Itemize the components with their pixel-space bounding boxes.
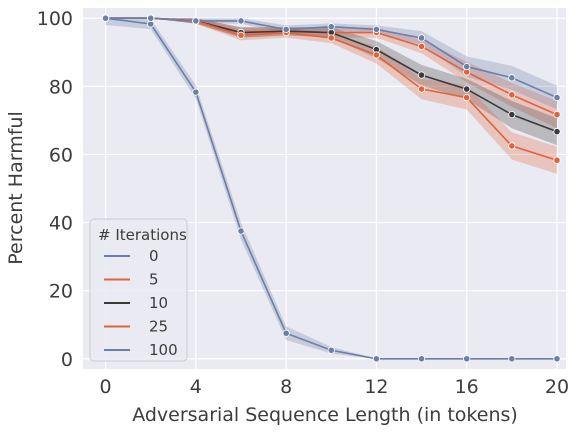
data-point-5 <box>508 91 516 99</box>
x-tick-label: 12 <box>364 376 388 398</box>
y-tick-label: 20 <box>49 281 73 303</box>
data-point-25 <box>417 85 426 93</box>
data-point-25 <box>372 51 381 59</box>
data-point-100 <box>327 23 335 31</box>
data-point-10 <box>553 128 561 136</box>
x-tick-label: 20 <box>545 376 569 398</box>
legend-items: 0 5 10 25 100 <box>104 247 178 359</box>
y-axis-title: Percent Harmful <box>5 111 27 264</box>
y-tick-label: 100 <box>37 8 73 30</box>
data-point-5 <box>417 42 426 51</box>
data-point-0 <box>237 227 245 235</box>
data-point-25 <box>463 93 471 102</box>
data-point-100 <box>417 34 426 42</box>
data-point-0 <box>463 355 471 363</box>
data-point-0 <box>508 355 516 363</box>
legend-label-5: 5 <box>149 271 159 289</box>
x-tick-label: 16 <box>455 376 479 398</box>
data-point-25 <box>508 142 516 150</box>
legend-label-25: 25 <box>149 318 168 336</box>
x-tick-label: 4 <box>190 376 202 398</box>
data-point-100 <box>508 74 516 82</box>
legend-title: # Iterations <box>98 226 187 244</box>
data-point-25 <box>327 34 335 42</box>
data-point-10 <box>463 85 471 93</box>
data-point-0 <box>372 355 381 363</box>
legend-label-10: 10 <box>149 294 168 312</box>
data-point-10 <box>417 71 426 79</box>
data-point-0 <box>327 346 335 354</box>
x-tick-label: 8 <box>280 376 292 398</box>
data-point-100 <box>237 17 245 25</box>
series-points <box>101 14 561 363</box>
data-point-0 <box>192 88 200 96</box>
legend-label-0: 0 <box>149 247 159 265</box>
legend-label-100: 100 <box>149 341 178 359</box>
legend: # Iterations 0 5 10 25 100 <box>89 218 188 362</box>
y-tick-labels: 0 20 40 60 80 100 <box>37 8 73 371</box>
y-tick-label: 40 <box>49 213 73 235</box>
data-point-100 <box>553 93 561 102</box>
data-point-100 <box>147 14 155 22</box>
x-tick-label: 0 <box>100 376 112 398</box>
data-point-0 <box>417 355 426 363</box>
data-point-0 <box>282 329 290 337</box>
data-point-100 <box>372 25 381 34</box>
x-axis-title: Adversarial Sequence Length (in tokens) <box>132 404 518 426</box>
data-point-100 <box>463 62 471 71</box>
data-point-25 <box>553 156 561 164</box>
data-point-100 <box>192 17 200 25</box>
data-point-100 <box>282 25 290 34</box>
y-tick-label: 0 <box>61 349 73 371</box>
confidence-band-10 <box>105 18 557 146</box>
data-point-25 <box>237 31 245 39</box>
data-point-100 <box>101 14 110 22</box>
y-tick-label: 60 <box>49 144 73 166</box>
data-point-10 <box>508 110 516 119</box>
y-tick-label: 80 <box>49 76 73 98</box>
data-point-0 <box>553 355 561 363</box>
x-tick-labels: 0 4 8 12 16 20 <box>100 376 570 398</box>
data-point-5 <box>553 110 561 119</box>
